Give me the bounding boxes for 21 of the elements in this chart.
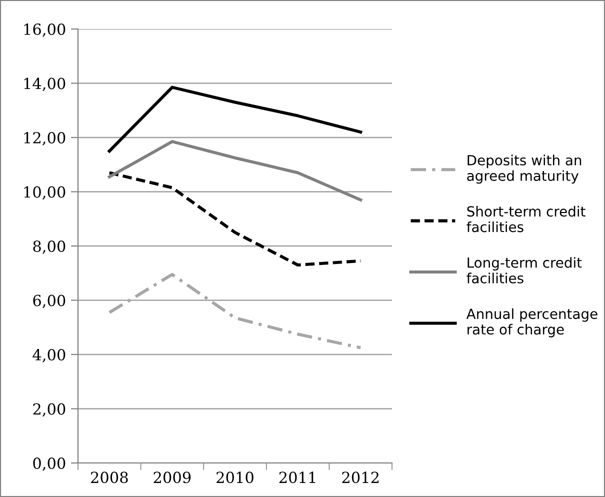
legend-label: Long-term credit facilities [466,257,582,284]
line-series [108,171,362,267]
y-tick-label: 10,00 [24,186,66,200]
line-series [108,86,362,153]
legend-label: Deposits with an agreed maturity [467,154,582,184]
y-tick-label: 14,00 [24,78,66,92]
x-tick-label: 2009 [154,472,191,484]
x-tick-label: 2011 [279,472,316,484]
y-tick-label: 6,00 [33,294,66,308]
x-tick-label: 2012 [342,472,379,484]
y-tick-label: 8,00 [33,240,66,254]
y-tick-label: 0,00 [33,457,66,471]
x-tick-label: 2010 [216,472,254,484]
x-tick-label: 2008 [90,472,128,484]
y-tick-label: 12,00 [24,132,66,146]
legend-label: Short-term credit facilities [466,206,586,232]
y-tick-label: 2,00 [33,403,66,417]
y-tick-label: 16,00 [24,23,66,37]
y-tick-label: 4,00 [32,348,66,362]
line-series [108,140,362,202]
legend-label: Annual percentage rate of charge [466,308,598,338]
